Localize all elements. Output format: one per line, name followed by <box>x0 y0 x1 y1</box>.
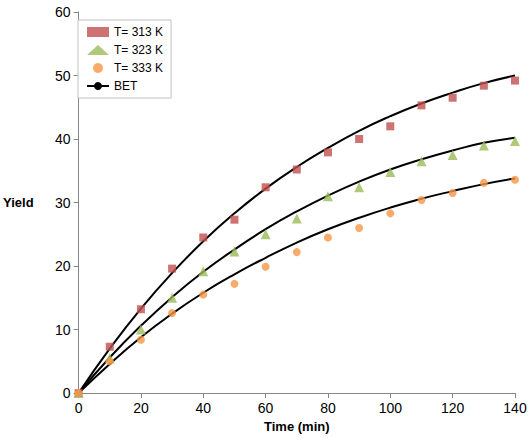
svg-text:50: 50 <box>55 68 71 84</box>
svg-text:40: 40 <box>55 131 71 147</box>
svg-text:T= 323 K: T= 323 K <box>114 43 163 57</box>
svg-text:T= 333 K: T= 333 K <box>114 61 163 75</box>
svg-text:10: 10 <box>55 322 71 338</box>
svg-text:T= 313 K: T= 313 K <box>114 25 163 39</box>
svg-text:0: 0 <box>63 385 71 401</box>
svg-text:0: 0 <box>75 400 83 416</box>
svg-text:Yield: Yield <box>3 195 34 210</box>
svg-text:100: 100 <box>379 400 403 416</box>
svg-text:60: 60 <box>55 4 71 20</box>
svg-text:40: 40 <box>195 400 211 416</box>
svg-text:30: 30 <box>55 195 71 211</box>
svg-text:BET: BET <box>114 79 138 93</box>
svg-text:140: 140 <box>503 400 527 416</box>
svg-text:120: 120 <box>441 400 465 416</box>
svg-text:20: 20 <box>55 258 71 274</box>
svg-text:Time (min): Time (min) <box>264 419 330 434</box>
svg-text:60: 60 <box>258 400 274 416</box>
svg-text:20: 20 <box>133 400 149 416</box>
svg-text:80: 80 <box>320 400 336 416</box>
